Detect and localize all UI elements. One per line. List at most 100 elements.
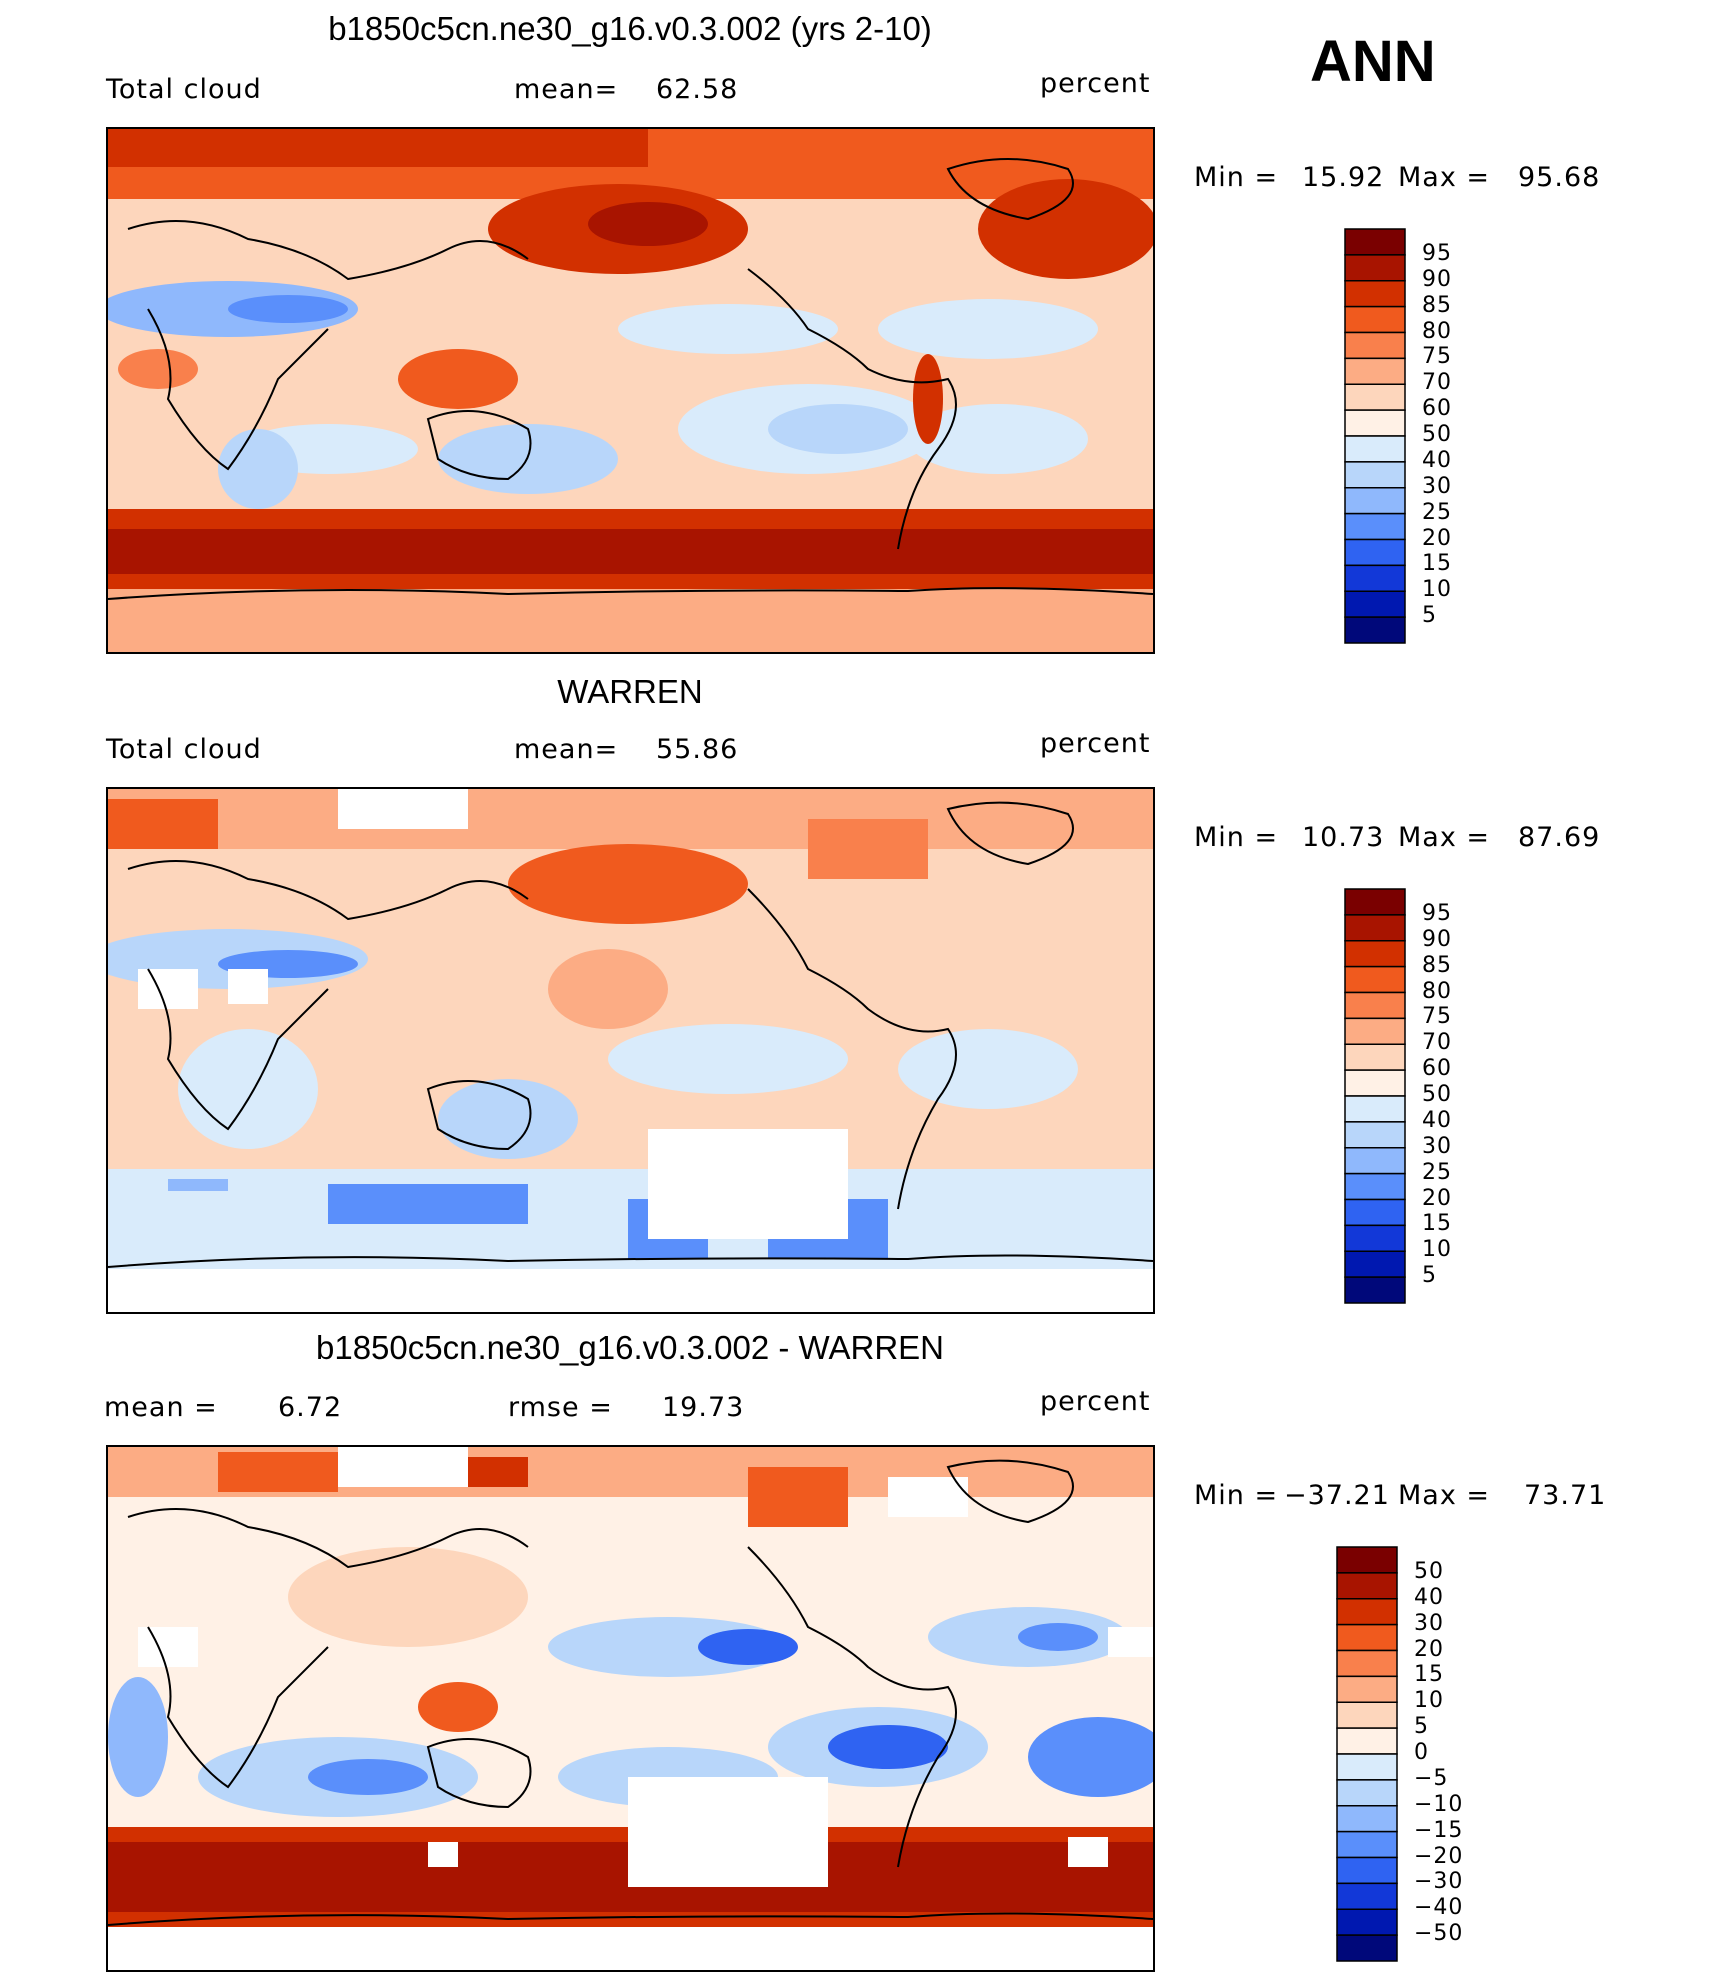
colorbar-tick-label: 80 <box>1422 978 1452 1004</box>
colorbar-swatch <box>1344 1121 1406 1149</box>
colorbar-swatch <box>1344 1198 1406 1227</box>
panel2-colorbar <box>1344 888 1406 1304</box>
panel3-mean-label: mean = <box>104 1392 218 1423</box>
colorbar-swatch <box>1336 1727 1398 1755</box>
colorbar-swatch <box>1344 357 1406 385</box>
panel2-colorbar-ticks: 95 90 85 80 75 70 60 50 40 30 25 20 15 10 5 <box>1422 888 1502 1302</box>
panel1-title: b1850c5cn.ne30_g16.v0.3.002 (yrs 2-10) <box>328 10 932 47</box>
panel3-rmse-value: 19.73 <box>662 1392 745 1423</box>
colorbar-swatch <box>1344 280 1406 308</box>
panel3-colorbar-ticks: 50 40 30 20 15 10 5 0 −5 −10 −15 −20 −30 −40 −50 <box>1414 1546 1494 1960</box>
panel3-min-label: Min = <box>1194 1480 1279 1511</box>
colorbar-swatch <box>1336 1779 1398 1807</box>
colorbar-tick-label: 60 <box>1422 396 1452 422</box>
panel1-max-value: 95.68 <box>1518 162 1601 193</box>
colorbar-swatch <box>1336 1753 1398 1781</box>
colorbar-swatch <box>1336 1882 1398 1910</box>
colorbar-swatch <box>1344 435 1406 463</box>
panel2-mean-label: mean= <box>514 734 619 765</box>
panel1-map <box>106 127 1155 654</box>
colorbar-tick-label: 5 <box>1414 1714 1429 1740</box>
colorbar-tick-label: 60 <box>1422 1056 1452 1082</box>
colorbar-swatch <box>1344 254 1406 282</box>
colorbar-swatch <box>1344 991 1406 1020</box>
panel2-max-label: Max = <box>1398 822 1491 853</box>
colorbar-swatch <box>1344 1250 1406 1278</box>
colorbar-swatch <box>1336 1934 1398 1962</box>
panel1-variable-label: Total cloud <box>106 74 262 105</box>
colorbar-swatch <box>1344 461 1406 489</box>
colorbar-tick-label: 70 <box>1422 1030 1452 1056</box>
panel1-min-label: Min = <box>1194 162 1279 193</box>
colorbar-tick-label: 15 <box>1422 551 1452 577</box>
panel2-min-label: Min = <box>1194 822 1279 853</box>
colorbar-swatch <box>1336 1649 1398 1678</box>
colorbar-swatch <box>1336 1856 1398 1885</box>
colorbar-swatch <box>1344 1147 1406 1175</box>
colorbar-tick-label: 40 <box>1422 1107 1452 1133</box>
colorbar-swatch <box>1336 1701 1398 1729</box>
panel2-map <box>106 787 1155 1314</box>
panel2-title: WARREN <box>557 673 703 710</box>
colorbar-swatch <box>1344 1043 1406 1071</box>
panel3-max-value: 73.71 <box>1524 1480 1607 1511</box>
colorbar-swatch <box>1336 1908 1398 1936</box>
season-label: ANN <box>1310 29 1436 94</box>
colorbar-swatch <box>1344 940 1406 968</box>
panel1-mean-label: mean= <box>514 74 619 105</box>
colorbar-swatch <box>1336 1675 1398 1703</box>
colorbar-tick-label: 85 <box>1422 292 1452 318</box>
colorbar-tick-label: 40 <box>1422 447 1452 473</box>
colorbar-swatch <box>1344 1276 1406 1304</box>
colorbar-swatch <box>1344 965 1406 994</box>
colorbar-swatch <box>1344 538 1406 567</box>
colorbar-tick-label: 90 <box>1422 926 1452 952</box>
colorbar-tick-label: −15 <box>1414 1817 1464 1843</box>
colorbar-swatch <box>1344 1224 1406 1252</box>
colorbar-tick-label: 90 <box>1422 266 1452 292</box>
colorbar-swatch <box>1344 228 1406 256</box>
colorbar-tick-label: 20 <box>1422 525 1452 551</box>
panel1-min-value: 15.92 <box>1302 162 1385 193</box>
colorbar-tick-label: 50 <box>1414 1558 1444 1584</box>
colorbar-swatch <box>1336 1572 1398 1600</box>
colorbar-tick-label: 10 <box>1422 577 1452 603</box>
colorbar-tick-label: 40 <box>1414 1584 1444 1610</box>
colorbar-tick-label: −50 <box>1414 1921 1464 1947</box>
colorbar-swatch <box>1344 383 1406 411</box>
colorbar-tick-label: −30 <box>1414 1869 1464 1895</box>
colorbar-tick-label: −40 <box>1414 1895 1464 1921</box>
colorbar-swatch <box>1344 1069 1406 1097</box>
panel1-colorbar <box>1344 228 1406 644</box>
panel3-min-value: −37.21 <box>1284 1480 1390 1511</box>
panel1-max-label: Max = <box>1398 162 1491 193</box>
colorbar-swatch <box>1344 616 1406 644</box>
colorbar-tick-label: −10 <box>1414 1791 1464 1817</box>
colorbar-swatch <box>1336 1623 1398 1652</box>
panel3-map <box>106 1445 1155 1972</box>
colorbar-swatch <box>1344 331 1406 360</box>
colorbar-tick-label: 30 <box>1422 1133 1452 1159</box>
colorbar-tick-label: 75 <box>1422 344 1452 370</box>
colorbar-tick-label: 70 <box>1422 370 1452 396</box>
panel1-mean-value: 62.58 <box>656 74 739 105</box>
colorbar-tick-label: 20 <box>1422 1185 1452 1211</box>
panel3-units-label: percent <box>1040 1386 1151 1417</box>
colorbar-swatch <box>1344 1172 1406 1201</box>
panel3-rmse-label: rmse = <box>508 1392 613 1423</box>
panel1-units-label: percent <box>1040 68 1151 99</box>
panel3-title: b1850c5cn.ne30_g16.v0.3.002 - WARREN <box>316 1329 944 1366</box>
colorbar-tick-label: 5 <box>1422 1263 1437 1289</box>
colorbar-swatch <box>1344 305 1406 334</box>
colorbar-tick-label: 30 <box>1414 1610 1444 1636</box>
colorbar-tick-label: 25 <box>1422 1159 1452 1185</box>
colorbar-tick-label: 15 <box>1422 1211 1452 1237</box>
panel2-min-value: 10.73 <box>1302 822 1385 853</box>
colorbar-tick-label: −20 <box>1414 1843 1464 1869</box>
colorbar-tick-label: 85 <box>1422 952 1452 978</box>
colorbar-swatch <box>1344 512 1406 541</box>
colorbar-swatch <box>1344 1017 1406 1045</box>
colorbar-tick-label: 25 <box>1422 499 1452 525</box>
colorbar-swatch <box>1344 914 1406 942</box>
colorbar-swatch <box>1344 487 1406 515</box>
